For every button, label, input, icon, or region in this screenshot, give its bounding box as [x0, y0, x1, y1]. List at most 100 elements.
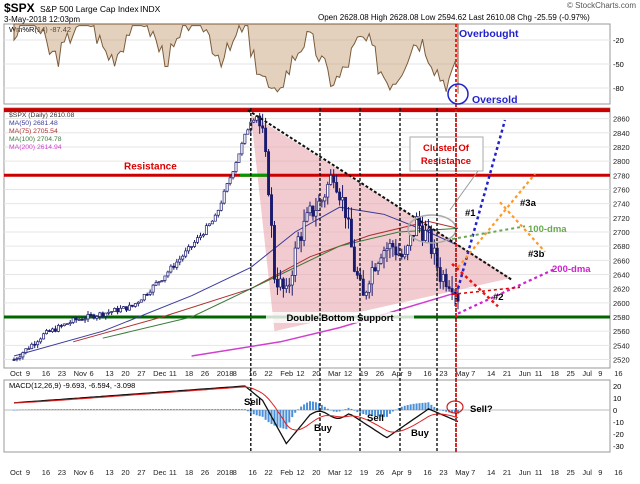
cluster-label-1: Cluster Of: [423, 143, 470, 154]
oversold-circle: [447, 83, 469, 105]
support-label: Double Bottom Support: [286, 313, 394, 324]
macd-histogram-bar: [341, 410, 344, 411]
candle: [296, 236, 300, 249]
candle: [273, 225, 276, 280]
x-tick-label: 22: [264, 468, 272, 477]
candle: [24, 348, 28, 353]
macd-histogram-bar: [439, 409, 442, 411]
macd-histogram-bar: [317, 403, 320, 410]
macd-histogram-bar: [89, 409, 92, 410]
x-tick-label: 16: [42, 369, 50, 378]
macd-histogram-bar: [128, 409, 131, 410]
candle: [258, 115, 262, 127]
x-tick-label: 11: [169, 468, 177, 477]
macd-histogram-bar: [140, 409, 143, 410]
x-tick-label: 25: [567, 369, 575, 378]
macd-histogram-bar: [161, 409, 163, 410]
candle: [237, 153, 241, 163]
candle: [379, 257, 383, 264]
ma-line: [191, 291, 459, 357]
candle: [101, 312, 105, 317]
candle: [456, 293, 460, 302]
x-tick-label: 20: [121, 369, 129, 378]
macd-sell-1: Sell: [244, 397, 261, 408]
macd-histogram-bar: [267, 410, 270, 423]
x-tick-label: 14: [487, 369, 495, 378]
macd-histogram-bar: [306, 402, 309, 410]
candle: [370, 267, 374, 285]
macd-histogram-bar: [131, 409, 134, 410]
macd-histogram-bar: [158, 409, 161, 410]
candle: [213, 214, 217, 222]
macd-histogram-bar: [217, 409, 220, 410]
macd-histogram-bar: [184, 409, 187, 410]
candle: [39, 338, 43, 343]
candle: [385, 248, 389, 252]
candle: [264, 127, 268, 153]
macd-histogram-bar: [125, 409, 128, 410]
candle: [53, 328, 57, 332]
x-tick-label: Oct: [10, 468, 23, 477]
macd-histogram-bar: [205, 409, 208, 410]
x-tick-label: 19: [360, 369, 368, 378]
macd-histogram-bar: [72, 409, 75, 410]
macd-histogram-bar: [246, 410, 249, 412]
macd-histogram-bar: [24, 409, 27, 410]
candle: [184, 250, 188, 257]
x-tick-label: 18: [185, 468, 193, 477]
candle: [240, 142, 244, 155]
y-tick-label: -80: [613, 84, 624, 93]
macd-histogram-bar: [30, 409, 33, 410]
candle: [290, 275, 294, 286]
candle: [142, 293, 146, 301]
macd-histogram-bar: [229, 409, 232, 410]
x-tick-label: Apr: [392, 468, 404, 477]
candle: [406, 245, 410, 255]
legend-item: MA(75) 2705.54: [9, 128, 58, 135]
macd-histogram-bar: [178, 409, 181, 410]
x-tick-label: 19: [360, 468, 368, 477]
macd-histogram-bar: [291, 410, 294, 418]
candle: [373, 267, 377, 272]
candle: [42, 333, 46, 340]
x-tick-label: Apr: [392, 369, 404, 378]
candle: [187, 246, 191, 252]
candle: [361, 278, 365, 296]
macd-histogram-bar: [457, 410, 459, 414]
candle: [376, 263, 380, 272]
macd-histogram-bar: [371, 410, 374, 416]
macd-histogram-bar: [155, 409, 158, 410]
macd-signal-line: [14, 386, 459, 433]
candle: [222, 190, 226, 204]
macd-histogram-bar: [311, 401, 314, 410]
macd-histogram-bar: [27, 409, 30, 410]
macd-histogram-bar: [39, 409, 42, 410]
x-tick-label: 7: [471, 369, 475, 378]
x-tick-label: 2018: [217, 369, 234, 378]
macd-histogram-bar: [15, 409, 18, 411]
macd-histogram-bar: [18, 409, 21, 411]
macd-histogram-bar: [397, 408, 400, 410]
y-tick-label: -20: [613, 430, 624, 439]
y-tick-label: 2860: [613, 115, 630, 124]
macd-histogram-bar: [36, 409, 39, 410]
macd-histogram-bar: [175, 409, 178, 410]
candle: [119, 307, 123, 313]
macd-sell-3: Sell?: [470, 404, 493, 415]
candle: [15, 358, 19, 360]
dma100-label: 100-dma: [528, 224, 567, 235]
candle: [447, 286, 451, 289]
y-tick-label: 2680: [613, 242, 630, 251]
macd-histogram-bar: [33, 409, 36, 410]
x-tick-label: 13: [105, 369, 113, 378]
candle: [216, 209, 220, 216]
x-tick-label: 18: [551, 468, 559, 477]
macd-histogram-bar: [226, 409, 229, 410]
candle: [429, 228, 433, 255]
candle: [441, 273, 445, 282]
x-tick-label: 16: [423, 468, 431, 477]
macd-histogram-bar: [104, 409, 107, 410]
candle: [89, 313, 93, 316]
macd-histogram-bar: [202, 409, 205, 410]
